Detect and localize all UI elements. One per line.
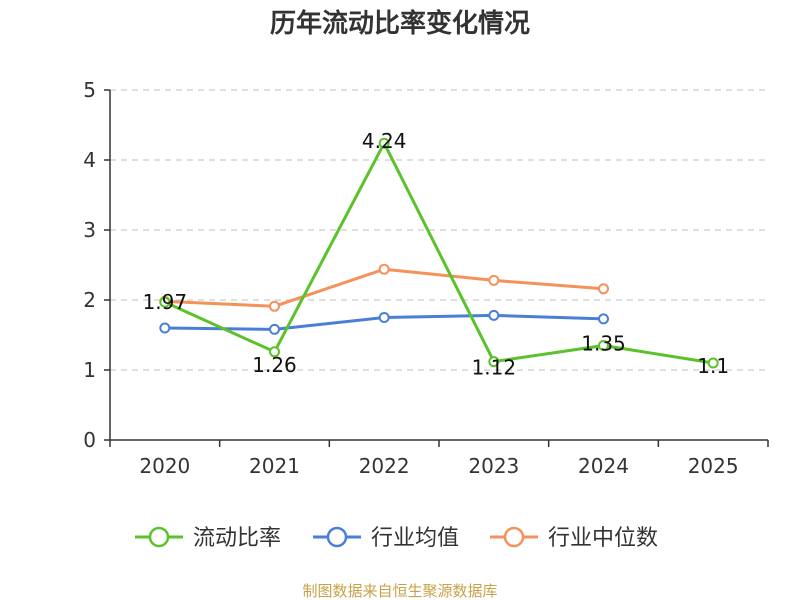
x-tick-label-2022: 2022 <box>359 454 410 478</box>
series-2-point-2022 <box>378 263 390 275</box>
chart-title: 历年流动比率变化情况 <box>270 8 530 39</box>
y-tick-label-0: 0 <box>83 428 96 452</box>
y-tick-label-5: 5 <box>83 78 96 102</box>
legend-label-2: 行业中位数 <box>548 526 658 551</box>
data-label-2023: 1.12 <box>472 356 517 380</box>
legend-marker-0 <box>148 526 170 548</box>
legend-item-0[interactable]: 流动比率 <box>135 526 281 551</box>
series-layer <box>159 137 719 369</box>
x-tick-label-2020: 2020 <box>139 454 190 478</box>
series-1-point-2023 <box>488 309 500 321</box>
data-label-2021: 1.26 <box>252 353 297 377</box>
series-line-0 <box>164 141 714 365</box>
legend-item-1[interactable]: 行业均值 <box>313 526 459 551</box>
series-0-point-2021 <box>269 346 280 358</box>
x-tick-label-2021: 2021 <box>249 454 300 478</box>
axis-layer: 0 1 2 3 4 5 2020 2021 2022 2023 2024 2025 <box>83 78 769 478</box>
x-tick-label-2025: 2025 <box>688 454 739 478</box>
legend-item-2[interactable]: 行业中位数 <box>490 526 658 551</box>
series-2-point-2024 <box>598 283 609 295</box>
x-tick-label-2024: 2024 <box>578 454 629 478</box>
data-label-2024: 1.35 <box>581 332 626 356</box>
series-1-point-2022 <box>378 312 390 323</box>
data-label-2020: 1.97 <box>143 290 188 314</box>
series-1-point-2020 <box>159 322 171 334</box>
series-1-point-2024 <box>598 313 609 325</box>
series-1-point-2021 <box>269 323 280 335</box>
y-tick-label-1: 1 <box>83 358 96 382</box>
series-0-point-2025 <box>707 357 719 369</box>
source-note: 制图数据来自恒生聚源数据库 <box>302 582 497 600</box>
data-label-layer: 1.97 1.26 4.24 1.12 1.35 1.1 <box>143 129 730 379</box>
data-label-2022: 4.24 <box>362 129 407 153</box>
y-tick-label-3: 3 <box>83 218 96 242</box>
legend-marker-1 <box>326 526 348 548</box>
series-0-point-2024 <box>598 340 609 351</box>
y-tick-label-2: 2 <box>83 288 96 312</box>
data-label-2025: 1.1 <box>697 354 729 378</box>
series-0-point-2020 <box>159 296 171 308</box>
series-2-point-2021 <box>269 300 280 312</box>
legend-label-1: 行业均值 <box>371 526 459 551</box>
series-0-point-2023 <box>488 356 500 368</box>
legend: 流动比率 行业均值 行业中位数 <box>135 526 658 551</box>
series-line-2 <box>164 267 604 308</box>
series-2-point-2023 <box>488 274 500 286</box>
y-tick-label-4: 4 <box>83 148 96 172</box>
legend-label-0: 流动比率 <box>193 526 281 551</box>
x-tick-label-2023: 2023 <box>468 454 519 478</box>
legend-marker-2 <box>503 526 525 548</box>
series-0-point-2022 <box>378 137 390 149</box>
